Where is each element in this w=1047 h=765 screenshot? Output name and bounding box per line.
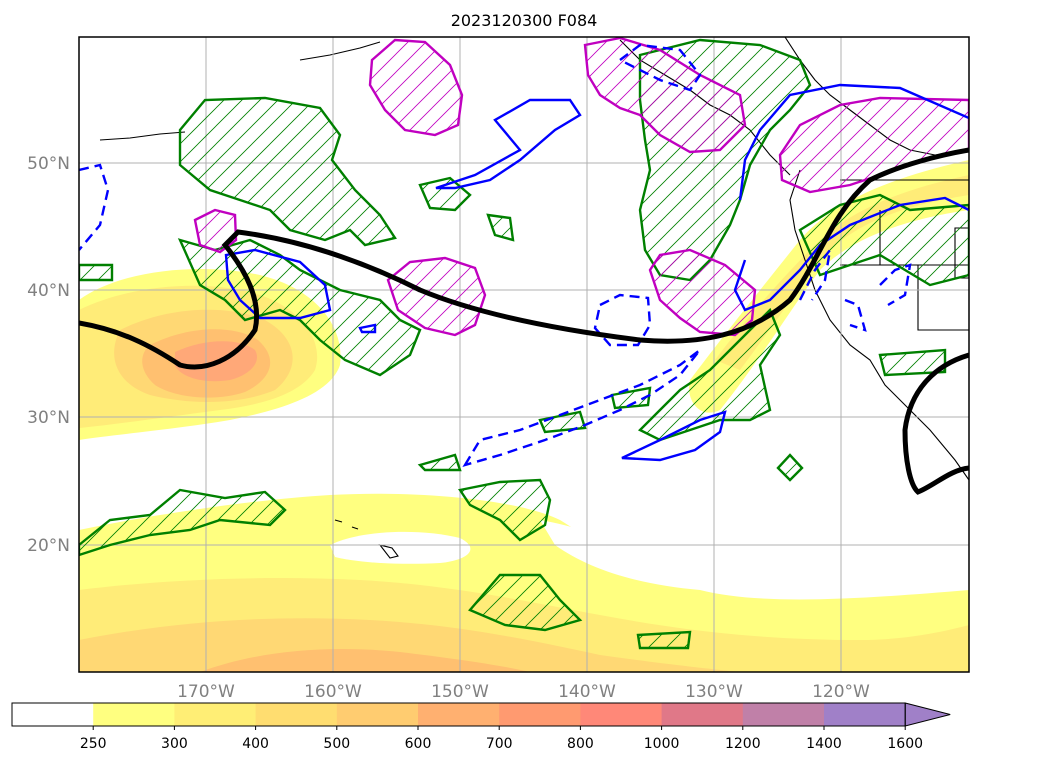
lat-label: 20°N bbox=[27, 536, 70, 556]
lon-label: 130°W bbox=[685, 682, 743, 702]
colorbar-segment bbox=[824, 703, 906, 726]
latitude-labels: 50°N 40°N 30°N 20°N bbox=[27, 154, 70, 556]
lon-label: 120°W bbox=[812, 682, 870, 702]
colorbar-tick-label: 250 bbox=[80, 736, 107, 752]
colorbar-outline bbox=[11, 702, 906, 727]
lat-label: 50°N bbox=[27, 154, 70, 174]
map-title: 2023120300 F084 bbox=[451, 11, 598, 30]
colorbar-segment bbox=[499, 703, 581, 726]
colorbar-segment bbox=[336, 703, 419, 726]
lon-label: 140°W bbox=[558, 682, 616, 702]
colorbar-segment bbox=[255, 703, 338, 726]
colorbar-segment bbox=[742, 703, 825, 726]
colorbar-tick-label: 1400 bbox=[806, 736, 842, 752]
colorbar-tick-label: 300 bbox=[161, 736, 188, 752]
longitude-labels: 170°W 160°W 150°W 140°W 130°W 120°W bbox=[177, 682, 870, 702]
blue-contours bbox=[224, 83, 969, 462]
colorbar-tick-label: 700 bbox=[486, 736, 513, 752]
colorbar-tick-label: 1000 bbox=[644, 736, 680, 752]
lon-label: 160°W bbox=[304, 682, 362, 702]
colorbar-segment bbox=[661, 703, 744, 726]
colorbar-tick-label: 600 bbox=[405, 736, 432, 752]
map-area bbox=[79, 37, 969, 672]
magenta-contours bbox=[193, 37, 969, 337]
colorbar: 250 300 400 500 600 700 800 1000 1200 1400 1600 bbox=[11, 702, 951, 752]
blue-dashed-contours bbox=[79, 43, 912, 467]
colorbar-segment bbox=[93, 703, 175, 726]
lat-label: 40°N bbox=[27, 281, 70, 301]
lat-label: 30°N bbox=[27, 408, 70, 428]
colorbar-tick-label: 500 bbox=[323, 736, 350, 752]
colorbar-tick-label: 1200 bbox=[725, 736, 761, 752]
colorbar-tick-label: 1600 bbox=[887, 736, 923, 752]
jet-contour bbox=[79, 147, 969, 495]
map-frame bbox=[78, 36, 970, 673]
colorbar-segment bbox=[580, 703, 663, 726]
lon-label: 150°W bbox=[431, 682, 489, 702]
colorbar-tick-label: 800 bbox=[567, 736, 594, 752]
colorbar-tick-label: 400 bbox=[242, 736, 269, 752]
colorbar-segment bbox=[418, 703, 500, 726]
colorbar-segment bbox=[174, 703, 257, 726]
colorbar-segment bbox=[12, 703, 94, 726]
lon-label: 170°W bbox=[177, 682, 235, 702]
colorbar-extend-arrow bbox=[904, 702, 951, 727]
